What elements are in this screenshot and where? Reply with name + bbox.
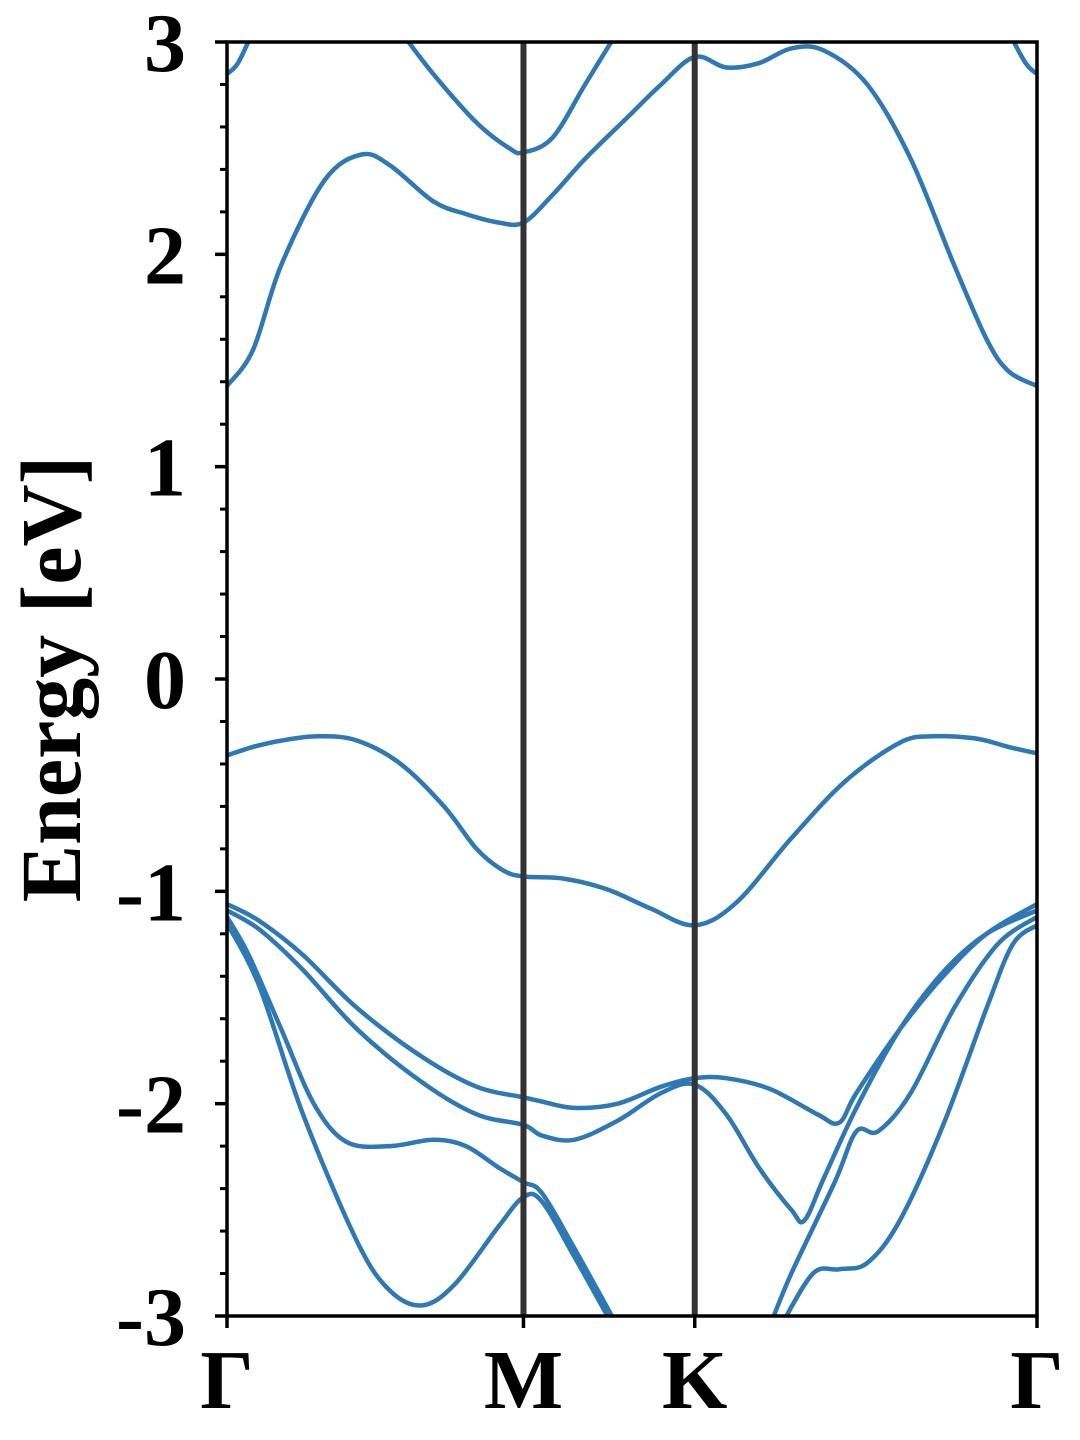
band-line-8	[227, 914, 615, 1316]
band-line-7	[227, 908, 1037, 1225]
band-curves	[227, 42, 1037, 1316]
y-axis: -3 -2 -1 0 1 2 3	[116, 0, 227, 1364]
high-symmetry-lines	[520, 42, 698, 1316]
x-tick-label: Γ	[200, 1334, 253, 1427]
y-tick-label: 3	[144, 0, 186, 90]
y-axis-label: Energy [eV]	[3, 456, 99, 903]
band-line-3	[227, 42, 251, 77]
y-tick-label: 0	[144, 634, 186, 727]
band-line-9	[227, 920, 611, 1316]
y-tick-label: -2	[116, 1059, 186, 1152]
y-tick-label: 2	[144, 209, 186, 302]
plot-frame	[225, 40, 1039, 1318]
band-line-1	[227, 733, 1037, 928]
y-tick-label: 1	[144, 422, 186, 515]
x-tick-label: K	[662, 1334, 727, 1427]
band-line-6	[227, 901, 1037, 1126]
band-line-10	[771, 914, 1037, 1316]
band-line-4	[405, 42, 614, 156]
x-tick-label: Γ	[1010, 1334, 1063, 1427]
band-line-11	[783, 923, 1037, 1316]
y-tick-label: -1	[116, 846, 186, 939]
band-line-5	[1011, 42, 1037, 77]
x-tick-label: M	[484, 1334, 563, 1427]
y-tick-label: -3	[116, 1271, 186, 1364]
band-line-2	[227, 44, 1037, 389]
